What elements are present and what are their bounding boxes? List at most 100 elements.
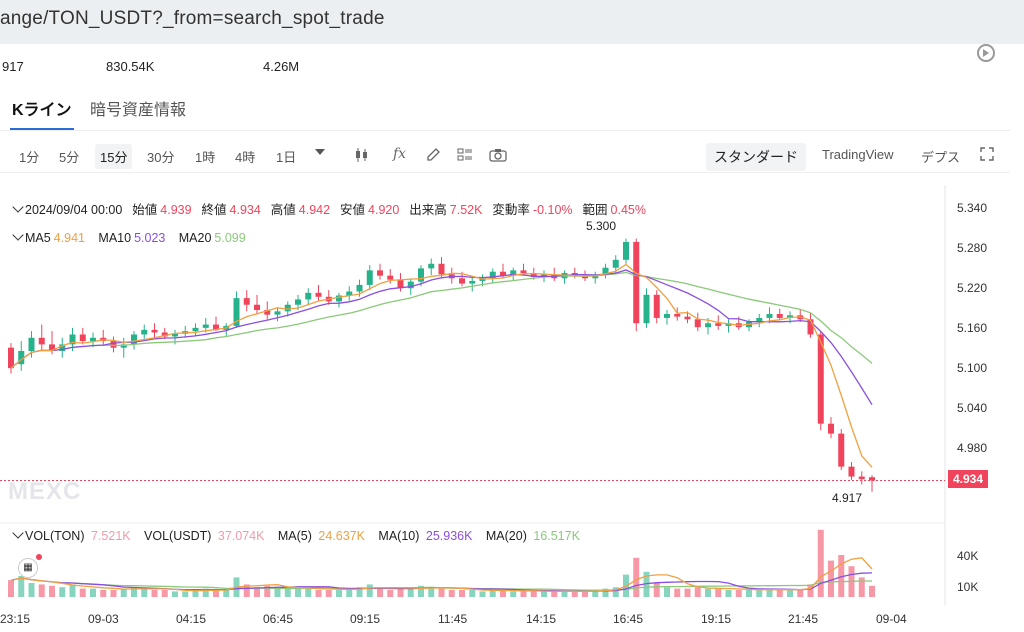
ma20-value: 5.099 — [214, 231, 246, 245]
chart-tabs: Kライン 暗号資産情報 — [0, 84, 1010, 131]
volume-bar — [735, 590, 742, 597]
volume-bar — [715, 588, 722, 597]
calendar-icon[interactable]: ▦ — [18, 558, 38, 578]
volume-bar — [182, 591, 189, 597]
candle-body — [202, 324, 209, 328]
x-tick: 23:15 — [0, 612, 31, 626]
high-label: 高値 — [270, 203, 296, 217]
view-depth[interactable]: デプス — [921, 150, 961, 165]
view-standard[interactable]: スタンダード — [706, 143, 806, 171]
volume-bar — [100, 590, 107, 597]
open-value: 4.939 — [160, 203, 192, 217]
candle-body — [674, 313, 681, 317]
volume-bar — [131, 587, 137, 597]
volume-bar — [705, 588, 711, 597]
volume-bar — [674, 588, 681, 597]
candle-body — [643, 294, 650, 324]
pencil-icon[interactable] — [425, 147, 441, 163]
volume-bar — [38, 584, 45, 597]
chevron-down-icon[interactable] — [12, 229, 24, 241]
candle-body — [49, 344, 55, 351]
interval-5m[interactable]: 5分 — [59, 150, 80, 165]
volume-info: VOL(TON) 7.521K VOL(USDT) 37.074K MA(5) … — [12, 527, 583, 543]
volume-bar — [858, 577, 865, 597]
candle-body — [653, 294, 660, 318]
chevron-down-icon[interactable] — [12, 201, 24, 213]
high-annotation: 5.300 — [586, 219, 617, 233]
ma20-label: MA20 — [178, 231, 212, 245]
volume-bar — [489, 590, 496, 597]
address-bar[interactable]: ange/TON_USDT?_from=search_spot_trade — [0, 0, 1024, 44]
candle-body — [807, 319, 814, 335]
view-tradingview[interactable]: TradingView — [822, 147, 894, 162]
candle-body — [869, 477, 875, 481]
y-tick: 5.280 — [957, 241, 988, 255]
x-tick: 09-04 — [876, 612, 907, 626]
candle-body — [858, 476, 865, 480]
candlestick-chart[interactable] — [0, 185, 1010, 625]
volume-bar — [407, 588, 414, 597]
interval-30m[interactable]: 30分 — [147, 150, 175, 165]
candle-icon[interactable] — [354, 147, 370, 163]
camera-icon[interactable] — [489, 147, 507, 163]
volume-bar — [469, 590, 476, 597]
volume-bar — [725, 590, 732, 597]
volume-bar — [202, 588, 209, 597]
interval-1h[interactable]: 1時 — [195, 150, 216, 165]
candle-body — [664, 313, 670, 318]
refresh-icon[interactable] — [977, 44, 995, 62]
interval-1d[interactable]: 1日 — [276, 150, 297, 165]
volume-bar — [366, 584, 373, 597]
volume-bar — [254, 587, 260, 597]
ma20-line — [10, 271, 873, 369]
fx-icon[interactable]: fx — [393, 146, 407, 162]
candle-body — [315, 292, 322, 297]
ma5-label: MA5 — [25, 231, 51, 245]
volume-bar — [79, 588, 86, 597]
candle-body — [684, 316, 691, 320]
candle-body — [500, 271, 506, 276]
stat-value: 917 — [2, 59, 24, 74]
interval-4h[interactable]: 4時 — [235, 150, 256, 165]
candle-body — [377, 270, 383, 276]
volume-bar — [561, 591, 568, 597]
interval-15m[interactable]: 15分 — [95, 144, 133, 169]
candle-body — [79, 334, 86, 342]
tab-kline[interactable]: Kライン — [10, 96, 74, 130]
candle-body — [715, 323, 722, 326]
x-tick: 09:15 — [350, 612, 381, 626]
volume-bar — [151, 590, 158, 597]
candle-body — [602, 267, 609, 275]
tab-asset-info[interactable]: 暗号資産情報 — [90, 102, 187, 119]
volume-bar — [807, 584, 814, 597]
layout-icon[interactable] — [457, 147, 473, 163]
volume-bar — [500, 590, 506, 597]
interval-1m[interactable]: 1分 — [19, 150, 40, 165]
vol-usdt-value: 37.074K — [217, 529, 265, 543]
notification-dot — [36, 554, 42, 560]
candle-body — [233, 298, 240, 326]
volume-bar — [428, 587, 435, 597]
candle-body — [305, 292, 312, 300]
volume-bar — [643, 571, 650, 597]
volume-bar — [479, 591, 486, 597]
volume-bar — [510, 591, 517, 597]
candle-body — [243, 298, 250, 305]
close-label: 終値 — [201, 203, 227, 217]
volume-bar — [18, 576, 25, 597]
chevron-down-icon[interactable] — [12, 527, 24, 539]
y-tick: 5.040 — [957, 401, 988, 415]
x-tick: 06:45 — [263, 612, 294, 626]
candle-body — [530, 273, 537, 277]
candle-body — [469, 280, 476, 284]
expand-icon[interactable] — [980, 147, 994, 161]
volume-bar — [223, 590, 230, 597]
volume-bar — [746, 590, 752, 597]
chevron-down-icon[interactable] — [315, 149, 325, 155]
url-text[interactable]: ange/TON_USDT?_from=search_spot_trade — [0, 8, 385, 29]
volume-bar — [161, 590, 168, 597]
volume-bar — [346, 588, 353, 597]
volume-bar — [520, 591, 527, 597]
volume-bar — [653, 583, 660, 597]
volume-bar — [592, 590, 599, 597]
